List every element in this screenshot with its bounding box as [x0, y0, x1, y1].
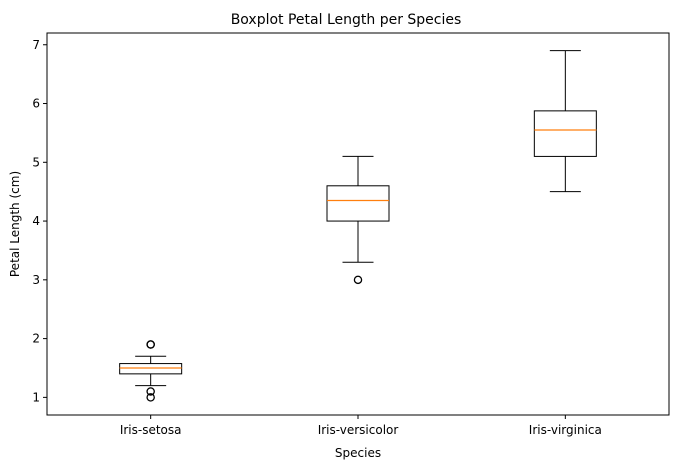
x-axis-ticks: Iris-setosa Iris-versicolor Iris-virginica: [120, 415, 602, 437]
iqr-box: [533, 110, 597, 157]
y-tick-label: 7: [32, 38, 40, 52]
iqr-box: [119, 363, 183, 375]
y-axis-ticks: 1 2 3 4 5 6 7: [32, 38, 47, 404]
y-tick-label: 6: [32, 97, 40, 111]
outlier-point: [146, 393, 155, 402]
x-tick-label: Iris-virginica: [529, 423, 602, 437]
box-Iris-setosa: [119, 340, 183, 402]
boxes-group: [119, 50, 597, 402]
y-tick-label: 4: [32, 214, 40, 228]
chart-title: Boxplot Petal Length per Species: [231, 12, 462, 28]
y-tick-label: 3: [32, 273, 40, 287]
y-axis-label: Petal Length (cm): [8, 171, 22, 277]
iqr-box: [326, 185, 390, 222]
y-tick-label: 5: [32, 155, 40, 169]
box-Iris-virginica: [533, 50, 597, 193]
box-Iris-versicolor: [326, 155, 390, 285]
x-tick-label: Iris-setosa: [120, 423, 182, 437]
x-tick-label: Iris-versicolor: [318, 423, 399, 437]
outlier-point: [353, 275, 363, 285]
y-tick-label: 1: [32, 390, 40, 404]
y-tick-label: 2: [32, 332, 40, 346]
outlier-point: [146, 387, 155, 396]
x-axis-label: Species: [335, 446, 381, 460]
outlier-point: [146, 340, 155, 349]
